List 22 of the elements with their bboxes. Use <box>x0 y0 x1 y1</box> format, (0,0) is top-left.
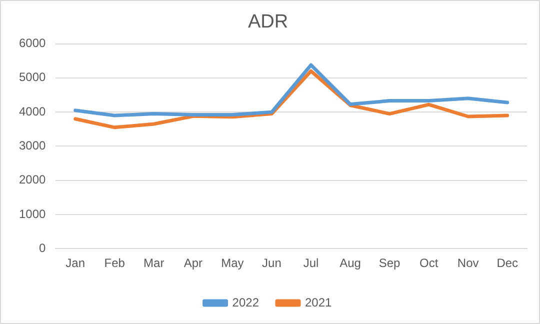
x-tick-label: Apr <box>184 256 203 270</box>
x-tick-label: Oct <box>419 256 439 270</box>
x-tick-label: Aug <box>340 256 361 270</box>
x-tick-label: Dec <box>496 256 518 270</box>
x-tick-label: Mar <box>144 256 164 270</box>
y-tick-label: 0 <box>39 240 46 255</box>
y-tick-label: 3000 <box>18 138 46 153</box>
x-tick-label: Jul <box>303 256 319 270</box>
y-tick-label: 6000 <box>18 36 46 50</box>
legend-label: 2022 <box>232 295 260 310</box>
y-tick-label: 5000 <box>18 70 46 84</box>
chart-title: ADR <box>248 12 288 33</box>
y-tick-label: 1000 <box>18 206 46 221</box>
x-tick-label: Feb <box>104 256 126 270</box>
x-tick-label: Sep <box>378 256 401 270</box>
x-tick-label: Jun <box>262 256 282 270</box>
x-tick-label: Jan <box>66 256 86 270</box>
y-tick-label: 2000 <box>18 172 46 187</box>
x-tick-label: Nov <box>457 256 479 270</box>
y-tick-label: 4000 <box>18 104 46 118</box>
x-tick-label: May <box>221 256 244 270</box>
legend-label: 2021 <box>305 295 332 310</box>
